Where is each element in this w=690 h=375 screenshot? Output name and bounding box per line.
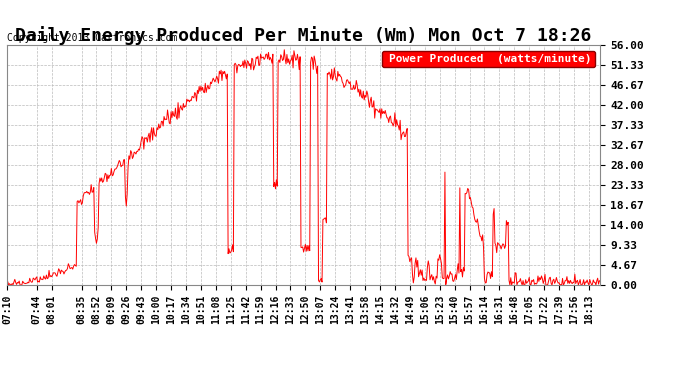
Title: Daily Energy Produced Per Minute (Wm) Mon Oct 7 18:26: Daily Energy Produced Per Minute (Wm) Mo… xyxy=(15,26,592,45)
Legend: Power Produced  (watts/minute): Power Produced (watts/minute) xyxy=(382,51,595,67)
Text: Copyright 2013 Cartronics.com: Copyright 2013 Cartronics.com xyxy=(8,33,178,43)
